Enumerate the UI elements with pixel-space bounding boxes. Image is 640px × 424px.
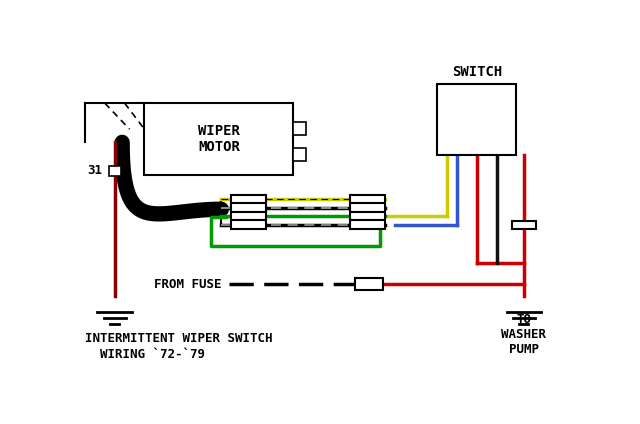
- Bar: [511, 220, 536, 229]
- Bar: [231, 195, 266, 204]
- Bar: [350, 204, 385, 212]
- Bar: [231, 220, 266, 229]
- Text: TO
WASHER
PUMP: TO WASHER PUMP: [501, 313, 547, 357]
- Text: 31: 31: [87, 164, 102, 176]
- Bar: [231, 204, 266, 212]
- Bar: [293, 148, 306, 162]
- Text: WIPER
MOTOR: WIPER MOTOR: [198, 124, 240, 154]
- Text: FROM FUSE: FROM FUSE: [154, 278, 221, 291]
- Text: WIRING `72-`79: WIRING `72-`79: [100, 348, 205, 361]
- Bar: [293, 122, 306, 135]
- Text: INTERMITTENT WIPER SWITCH: INTERMITTENT WIPER SWITCH: [85, 332, 273, 345]
- Bar: [231, 212, 266, 220]
- Bar: [350, 195, 385, 204]
- Bar: [350, 220, 385, 229]
- Bar: [145, 103, 293, 175]
- Bar: [355, 279, 383, 290]
- Bar: [437, 84, 516, 155]
- Text: SWITCH: SWITCH: [452, 65, 502, 79]
- Bar: [109, 166, 121, 176]
- Bar: [350, 212, 385, 220]
